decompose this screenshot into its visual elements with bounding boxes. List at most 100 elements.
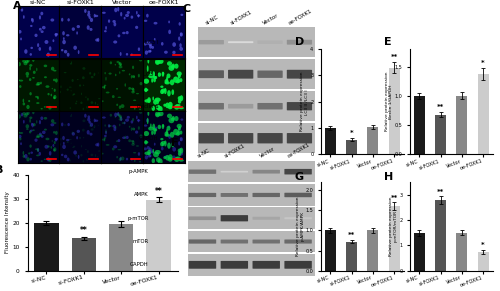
Ellipse shape bbox=[76, 25, 80, 28]
Ellipse shape bbox=[20, 142, 22, 145]
Ellipse shape bbox=[172, 147, 176, 152]
Ellipse shape bbox=[66, 141, 69, 143]
Ellipse shape bbox=[54, 138, 58, 141]
Ellipse shape bbox=[66, 139, 70, 141]
FancyBboxPatch shape bbox=[284, 169, 312, 175]
Bar bbox=[388, 68, 400, 154]
Ellipse shape bbox=[114, 116, 116, 118]
Ellipse shape bbox=[36, 136, 40, 138]
Ellipse shape bbox=[116, 113, 119, 116]
Ellipse shape bbox=[36, 68, 38, 71]
Ellipse shape bbox=[108, 72, 112, 74]
FancyBboxPatch shape bbox=[258, 40, 282, 44]
Ellipse shape bbox=[180, 32, 183, 36]
Ellipse shape bbox=[94, 118, 96, 122]
Ellipse shape bbox=[26, 72, 29, 76]
Ellipse shape bbox=[36, 134, 40, 137]
Ellipse shape bbox=[87, 13, 90, 17]
Ellipse shape bbox=[104, 85, 106, 86]
Ellipse shape bbox=[114, 22, 116, 26]
Ellipse shape bbox=[135, 26, 138, 29]
Ellipse shape bbox=[178, 36, 180, 41]
Bar bbox=[34, 223, 58, 271]
Ellipse shape bbox=[120, 157, 124, 160]
Ellipse shape bbox=[124, 83, 126, 87]
Ellipse shape bbox=[30, 92, 32, 95]
Ellipse shape bbox=[118, 114, 120, 117]
Ellipse shape bbox=[180, 152, 183, 156]
Ellipse shape bbox=[126, 116, 130, 119]
Ellipse shape bbox=[77, 131, 78, 132]
FancyBboxPatch shape bbox=[228, 104, 254, 109]
Ellipse shape bbox=[39, 15, 41, 19]
Ellipse shape bbox=[50, 94, 52, 96]
Ellipse shape bbox=[95, 120, 98, 122]
Bar bbox=[368, 127, 378, 154]
FancyBboxPatch shape bbox=[287, 70, 312, 79]
Ellipse shape bbox=[42, 131, 45, 134]
Ellipse shape bbox=[153, 130, 156, 135]
Ellipse shape bbox=[94, 125, 96, 128]
Ellipse shape bbox=[26, 105, 30, 109]
Ellipse shape bbox=[118, 97, 121, 98]
Ellipse shape bbox=[144, 141, 148, 144]
Ellipse shape bbox=[168, 134, 171, 139]
Ellipse shape bbox=[61, 49, 64, 52]
Ellipse shape bbox=[104, 72, 106, 74]
Ellipse shape bbox=[37, 149, 39, 152]
Ellipse shape bbox=[131, 88, 134, 90]
Ellipse shape bbox=[51, 119, 54, 123]
Ellipse shape bbox=[125, 118, 129, 122]
Ellipse shape bbox=[26, 76, 29, 77]
Ellipse shape bbox=[32, 18, 34, 23]
Ellipse shape bbox=[61, 18, 64, 22]
Ellipse shape bbox=[31, 123, 33, 126]
FancyBboxPatch shape bbox=[189, 170, 216, 174]
Ellipse shape bbox=[32, 129, 35, 131]
Ellipse shape bbox=[180, 47, 183, 51]
FancyBboxPatch shape bbox=[189, 217, 216, 220]
Ellipse shape bbox=[90, 123, 93, 127]
Ellipse shape bbox=[162, 72, 164, 75]
Ellipse shape bbox=[147, 65, 148, 72]
Ellipse shape bbox=[86, 159, 88, 161]
Ellipse shape bbox=[132, 141, 134, 144]
Ellipse shape bbox=[155, 59, 160, 65]
Y-axis label: Fluorescence Intensity: Fluorescence Intensity bbox=[4, 192, 10, 253]
Ellipse shape bbox=[37, 43, 39, 47]
Ellipse shape bbox=[178, 99, 182, 104]
Ellipse shape bbox=[162, 124, 164, 127]
Ellipse shape bbox=[102, 139, 105, 141]
Ellipse shape bbox=[23, 15, 24, 19]
Ellipse shape bbox=[170, 132, 174, 138]
Ellipse shape bbox=[35, 148, 39, 150]
Ellipse shape bbox=[76, 130, 80, 133]
Y-axis label: mTOR: mTOR bbox=[132, 239, 148, 244]
Ellipse shape bbox=[161, 42, 164, 46]
Ellipse shape bbox=[83, 85, 84, 86]
Ellipse shape bbox=[174, 64, 178, 69]
Ellipse shape bbox=[158, 59, 164, 64]
Ellipse shape bbox=[33, 71, 35, 74]
Ellipse shape bbox=[78, 50, 80, 54]
Ellipse shape bbox=[118, 62, 122, 66]
Bar bbox=[456, 233, 468, 271]
Ellipse shape bbox=[122, 136, 126, 139]
Ellipse shape bbox=[75, 102, 77, 104]
FancyBboxPatch shape bbox=[284, 193, 312, 197]
FancyBboxPatch shape bbox=[284, 217, 312, 219]
Ellipse shape bbox=[120, 63, 122, 66]
Ellipse shape bbox=[149, 155, 152, 157]
Ellipse shape bbox=[139, 111, 142, 114]
Ellipse shape bbox=[90, 101, 94, 104]
Text: Vector: Vector bbox=[262, 12, 280, 25]
Ellipse shape bbox=[85, 97, 86, 98]
Ellipse shape bbox=[29, 64, 32, 67]
FancyBboxPatch shape bbox=[258, 70, 282, 78]
Ellipse shape bbox=[35, 96, 39, 98]
Ellipse shape bbox=[166, 77, 168, 82]
Ellipse shape bbox=[86, 25, 90, 30]
Ellipse shape bbox=[20, 113, 23, 116]
Ellipse shape bbox=[140, 134, 142, 138]
Ellipse shape bbox=[156, 105, 160, 110]
